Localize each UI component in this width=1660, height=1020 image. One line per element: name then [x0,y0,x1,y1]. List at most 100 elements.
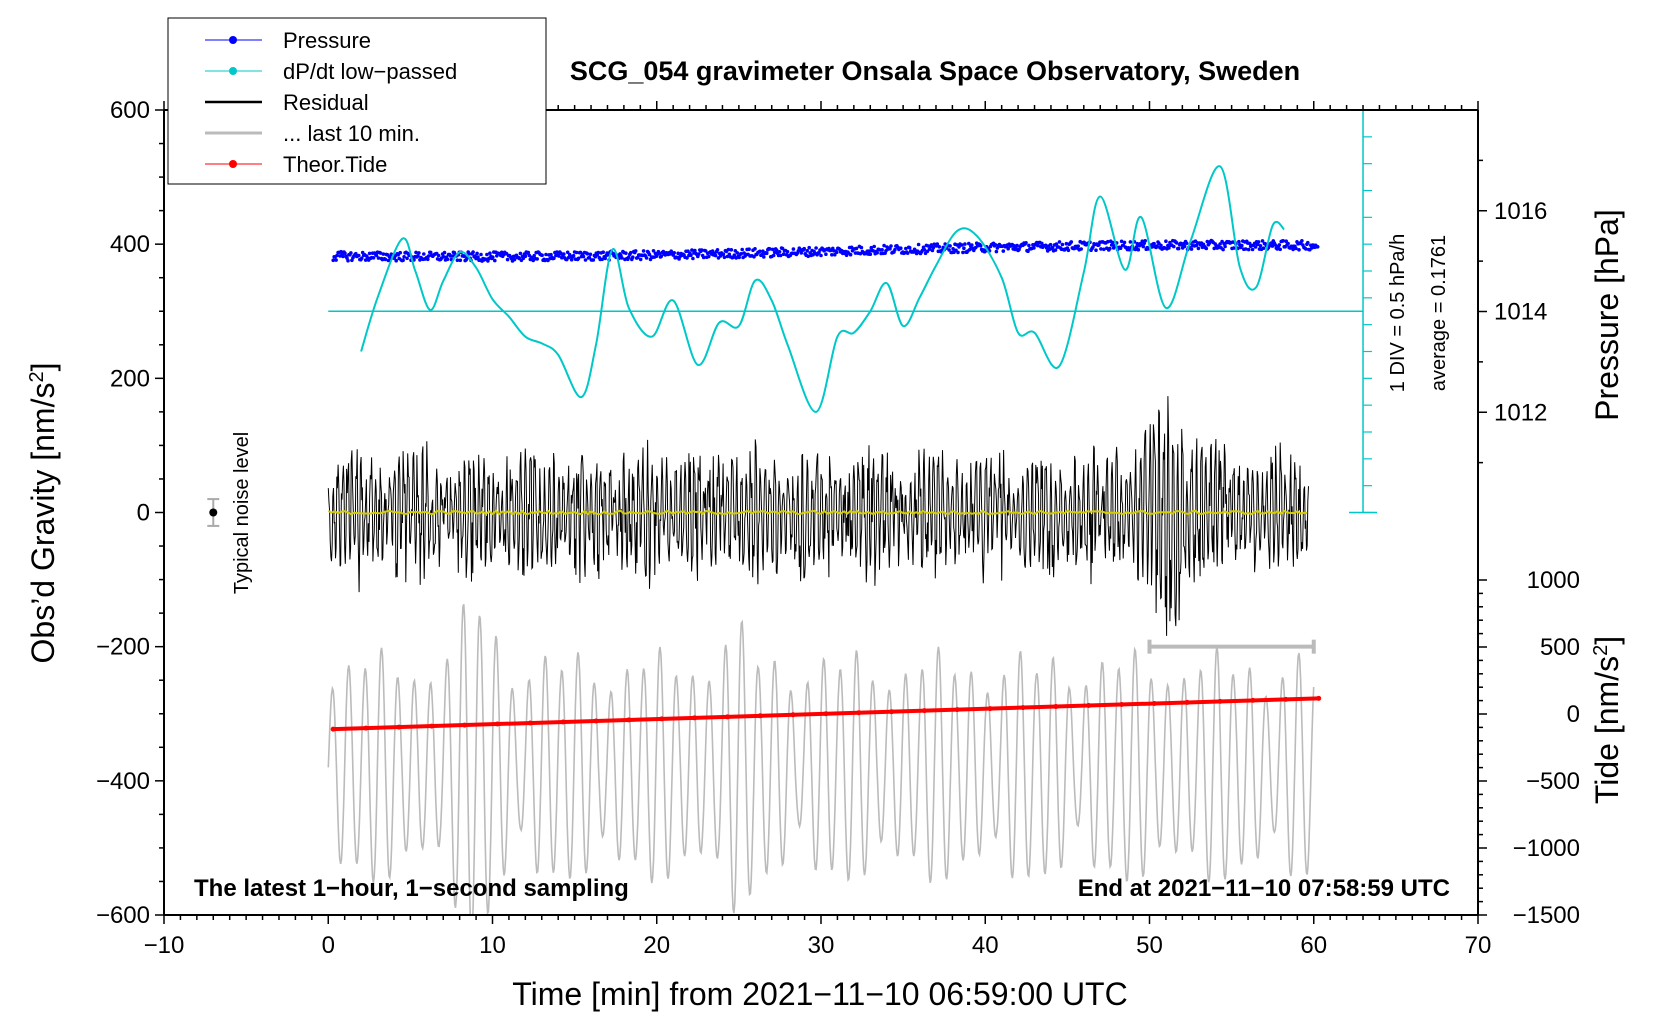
pressure-point [916,242,921,247]
pressure-point [1079,247,1083,251]
pressure-point [378,251,383,255]
legend: Pressure dP/dt low−passed Residual ... last… [167,17,547,185]
pressure-point [540,253,544,257]
pressure-point [1048,242,1053,247]
pressure-point [1006,246,1010,251]
pressure-point [765,251,769,256]
pressure-point [1152,241,1156,246]
pressure-point [1119,239,1124,244]
pressure-point [1304,247,1308,251]
pressure-point [458,258,463,263]
pressure-point [526,250,531,255]
pressure-point [475,251,479,256]
pressure-point [761,249,765,253]
pressure-point [1297,248,1301,252]
pressure-point [960,243,964,247]
pressure-point [651,249,656,253]
pressure-point [893,247,897,252]
pressure-point [343,251,347,256]
pressure-point [647,252,652,257]
x-tick-label: 60 [1300,932,1327,959]
pressure-point [1270,244,1275,248]
pressure-point [778,253,783,258]
legend-marker [229,67,237,75]
pressure-point [762,255,766,259]
tide-point [1086,703,1092,709]
pressure-point [963,242,967,246]
pressure-point [737,255,741,260]
pressure-point [732,253,737,257]
pressure-point [922,248,927,252]
y-axis-tide-title: Tide [nm/s2] [1589,636,1625,804]
pressure-point [753,247,757,251]
tide-point [889,709,895,715]
pressure-point [436,253,441,258]
tide-point [429,723,435,729]
pressure-point [689,253,693,257]
tide-tick-label: 500 [1540,634,1580,661]
pressure-point [335,253,339,258]
pressure-point [703,249,708,253]
pressure-point [585,252,590,256]
pressure-point [394,258,399,263]
pressure-point [930,248,935,253]
pressure-point [830,253,834,257]
pressure-point [1032,246,1036,250]
pressure-point [1260,239,1265,243]
pressure-point [1066,248,1071,253]
pressure-point [1141,244,1146,249]
y-tick-label-left: 200 [110,365,150,392]
y-axis-left: 600 400 200 0 −200 −400 −600 [96,97,164,929]
tide-point [1053,704,1059,710]
pressure-point [777,250,782,254]
pressure-point [817,251,821,255]
pressure-point [422,252,426,256]
y-axis-tide-title-text: Tide [nm/s [1589,656,1625,804]
pressure-point [781,252,786,256]
x-tick-label: −10 [144,932,185,959]
x-tick-label: 70 [1465,932,1492,959]
pressure-point [1057,240,1062,244]
pressure-point [346,258,350,263]
pressure-point [624,251,628,255]
residual-mean-series [327,509,1308,516]
pressure-tick-label: 1016 [1494,198,1547,225]
pressure-point [691,256,695,261]
pressure-point [1118,246,1123,250]
pressure-point [1237,239,1241,244]
pressure-point [552,256,556,261]
pressure-point [961,250,965,255]
pressure-point [644,256,649,260]
pressure-point [706,254,711,259]
tide-point [626,717,632,723]
pressure-point [367,251,372,256]
pressure-point [1094,248,1098,252]
pressure-point [835,250,839,254]
pressure-point [1001,249,1006,253]
pressure-point [994,249,999,254]
pressure-point [402,254,406,259]
pressure-point [791,247,796,251]
pressure-point [1069,240,1074,244]
pressure-point [1281,239,1285,243]
pressure-point [629,250,633,255]
tide-point [1283,696,1289,702]
pressure-point [428,250,433,255]
pressure-point [867,249,872,253]
pressure-point [1250,247,1255,252]
pressure-point [1091,245,1095,249]
tide-point [1151,700,1157,706]
pressure-point [970,243,974,247]
pressure-point [627,255,631,259]
pressure-point [1291,247,1295,252]
pressure-point [374,253,379,258]
pressure-point [722,255,727,260]
tide-point [527,720,533,726]
pressure-point [833,252,837,257]
pressure-point [1277,243,1282,247]
pressure-point [606,252,610,257]
pressure-point [1256,240,1261,244]
y-axis-left-title-sup: 2 [26,371,48,382]
pressure-point [968,247,972,252]
pressure-point [341,254,345,259]
